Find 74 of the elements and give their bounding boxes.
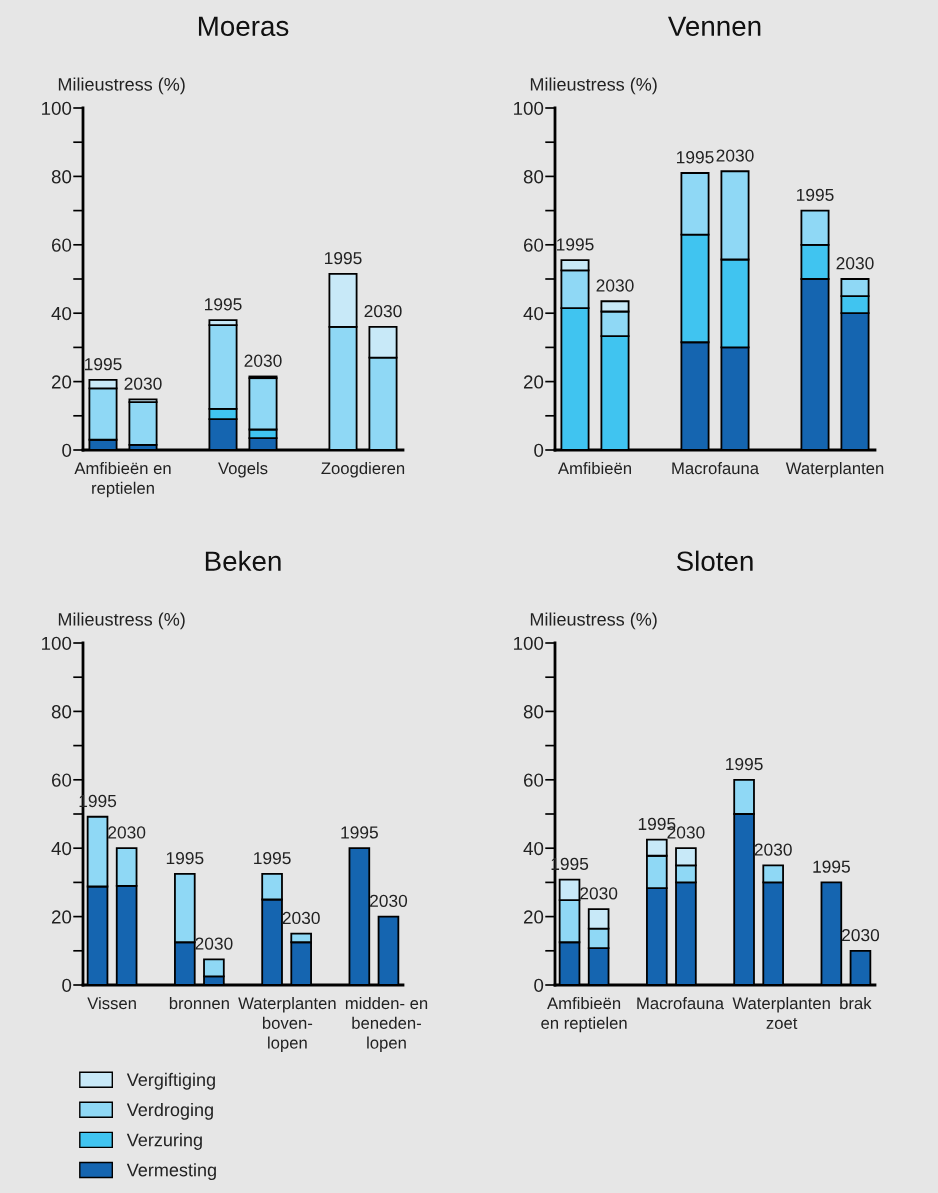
- annotation: 1995: [254, 851, 291, 865]
- y-tick-label: 40: [51, 306, 72, 321]
- legend-label: Vergiftiging: [126, 1072, 215, 1090]
- y-tick-label: 0: [62, 978, 72, 992]
- y-tick-label: 100: [42, 636, 72, 650]
- annotation: 2030: [370, 894, 408, 908]
- text: Waterplanten zoet: [732, 996, 830, 1029]
- chart-title: Beken: [205, 550, 281, 572]
- annotation: 2030: [842, 928, 880, 942]
- y-tick-label: 20: [51, 910, 72, 924]
- y-axis-title: Milieustress (%): [530, 612, 657, 630]
- annotation: 1995: [205, 298, 242, 311]
- annotation: 1995: [813, 860, 850, 873]
- y-tick-label: 40: [523, 306, 544, 321]
- text: Waterplanten boven- lopen: [238, 996, 336, 1053]
- annotation: 2030: [580, 887, 618, 900]
- annotation: 1995: [166, 851, 204, 865]
- y-tick-label: 60: [51, 238, 72, 252]
- text: brak: [840, 996, 872, 1010]
- annotation: 2030: [282, 911, 320, 925]
- annotation: 2030: [596, 279, 634, 292]
- text: Vogels: [218, 461, 268, 478]
- y-tick-label: 0: [534, 443, 544, 457]
- y-tick-label: 80: [51, 705, 72, 719]
- text: Macrofauna: [672, 461, 760, 475]
- annotation: 1995: [341, 826, 378, 839]
- y-tick-label: 40: [523, 841, 544, 856]
- annotation: 1995: [85, 358, 122, 371]
- chart-title: Moeras: [198, 16, 289, 37]
- y-axis-title: Milieustress (%): [530, 77, 657, 95]
- y-tick-label: 80: [51, 170, 72, 184]
- y-tick-label: 100: [514, 636, 544, 650]
- y-axis-title: Milieustress (%): [58, 612, 185, 630]
- y-tick-label: 100: [514, 101, 544, 115]
- annotation: 2030: [836, 257, 874, 270]
- annotation: 2030: [124, 377, 162, 390]
- text: midden- en beneden- lopen: [345, 996, 428, 1053]
- y-tick-label: 80: [523, 705, 544, 719]
- annotation: 2030: [716, 149, 754, 162]
- chart-title: Vennen: [668, 16, 761, 37]
- annotation: 1995: [726, 757, 763, 771]
- annotation: 2030: [244, 354, 282, 367]
- annotation: 2030: [108, 826, 146, 839]
- y-tick-label: 100: [42, 101, 72, 115]
- annotation: 1995: [325, 251, 362, 265]
- y-tick-label: 0: [534, 978, 544, 992]
- y-tick-label: 60: [523, 773, 544, 787]
- annotation: 1995: [797, 188, 834, 202]
- y-tick-label: 0: [62, 443, 72, 457]
- y-tick-label: 20: [523, 375, 544, 389]
- text: Amfibieën en reptielen: [541, 996, 627, 1033]
- annotation: 1995: [677, 151, 714, 164]
- y-tick-label: 80: [523, 170, 544, 184]
- y-axis-title: Milieustress (%): [58, 77, 185, 95]
- y-tick-label: 20: [51, 375, 72, 389]
- legend-label: Verdroging: [126, 1102, 213, 1120]
- bar: [128, 401, 158, 446]
- annotation: 1995: [557, 238, 594, 251]
- text: Vissen: [87, 996, 136, 1010]
- y-tick-label: 40: [51, 841, 72, 856]
- text: Waterplanten: [785, 461, 884, 478]
- annotation: 2030: [364, 305, 402, 318]
- text: Amfibieën en reptielen: [74, 461, 171, 498]
- annotation: 2030: [754, 843, 792, 856]
- text: Macrofauna: [637, 996, 724, 1010]
- chart-title: Sloten: [676, 550, 753, 572]
- text: Amfibieën: [557, 461, 631, 475]
- y-tick-label: 60: [523, 238, 544, 252]
- y-tick-label: 60: [51, 773, 72, 787]
- text: Zoogdieren: [321, 461, 405, 478]
- text: bronnen: [169, 996, 229, 1010]
- legend-label: Vermesting: [126, 1163, 216, 1180]
- y-tick-label: 20: [523, 910, 544, 924]
- legend-label: Verzuring: [126, 1133, 202, 1150]
